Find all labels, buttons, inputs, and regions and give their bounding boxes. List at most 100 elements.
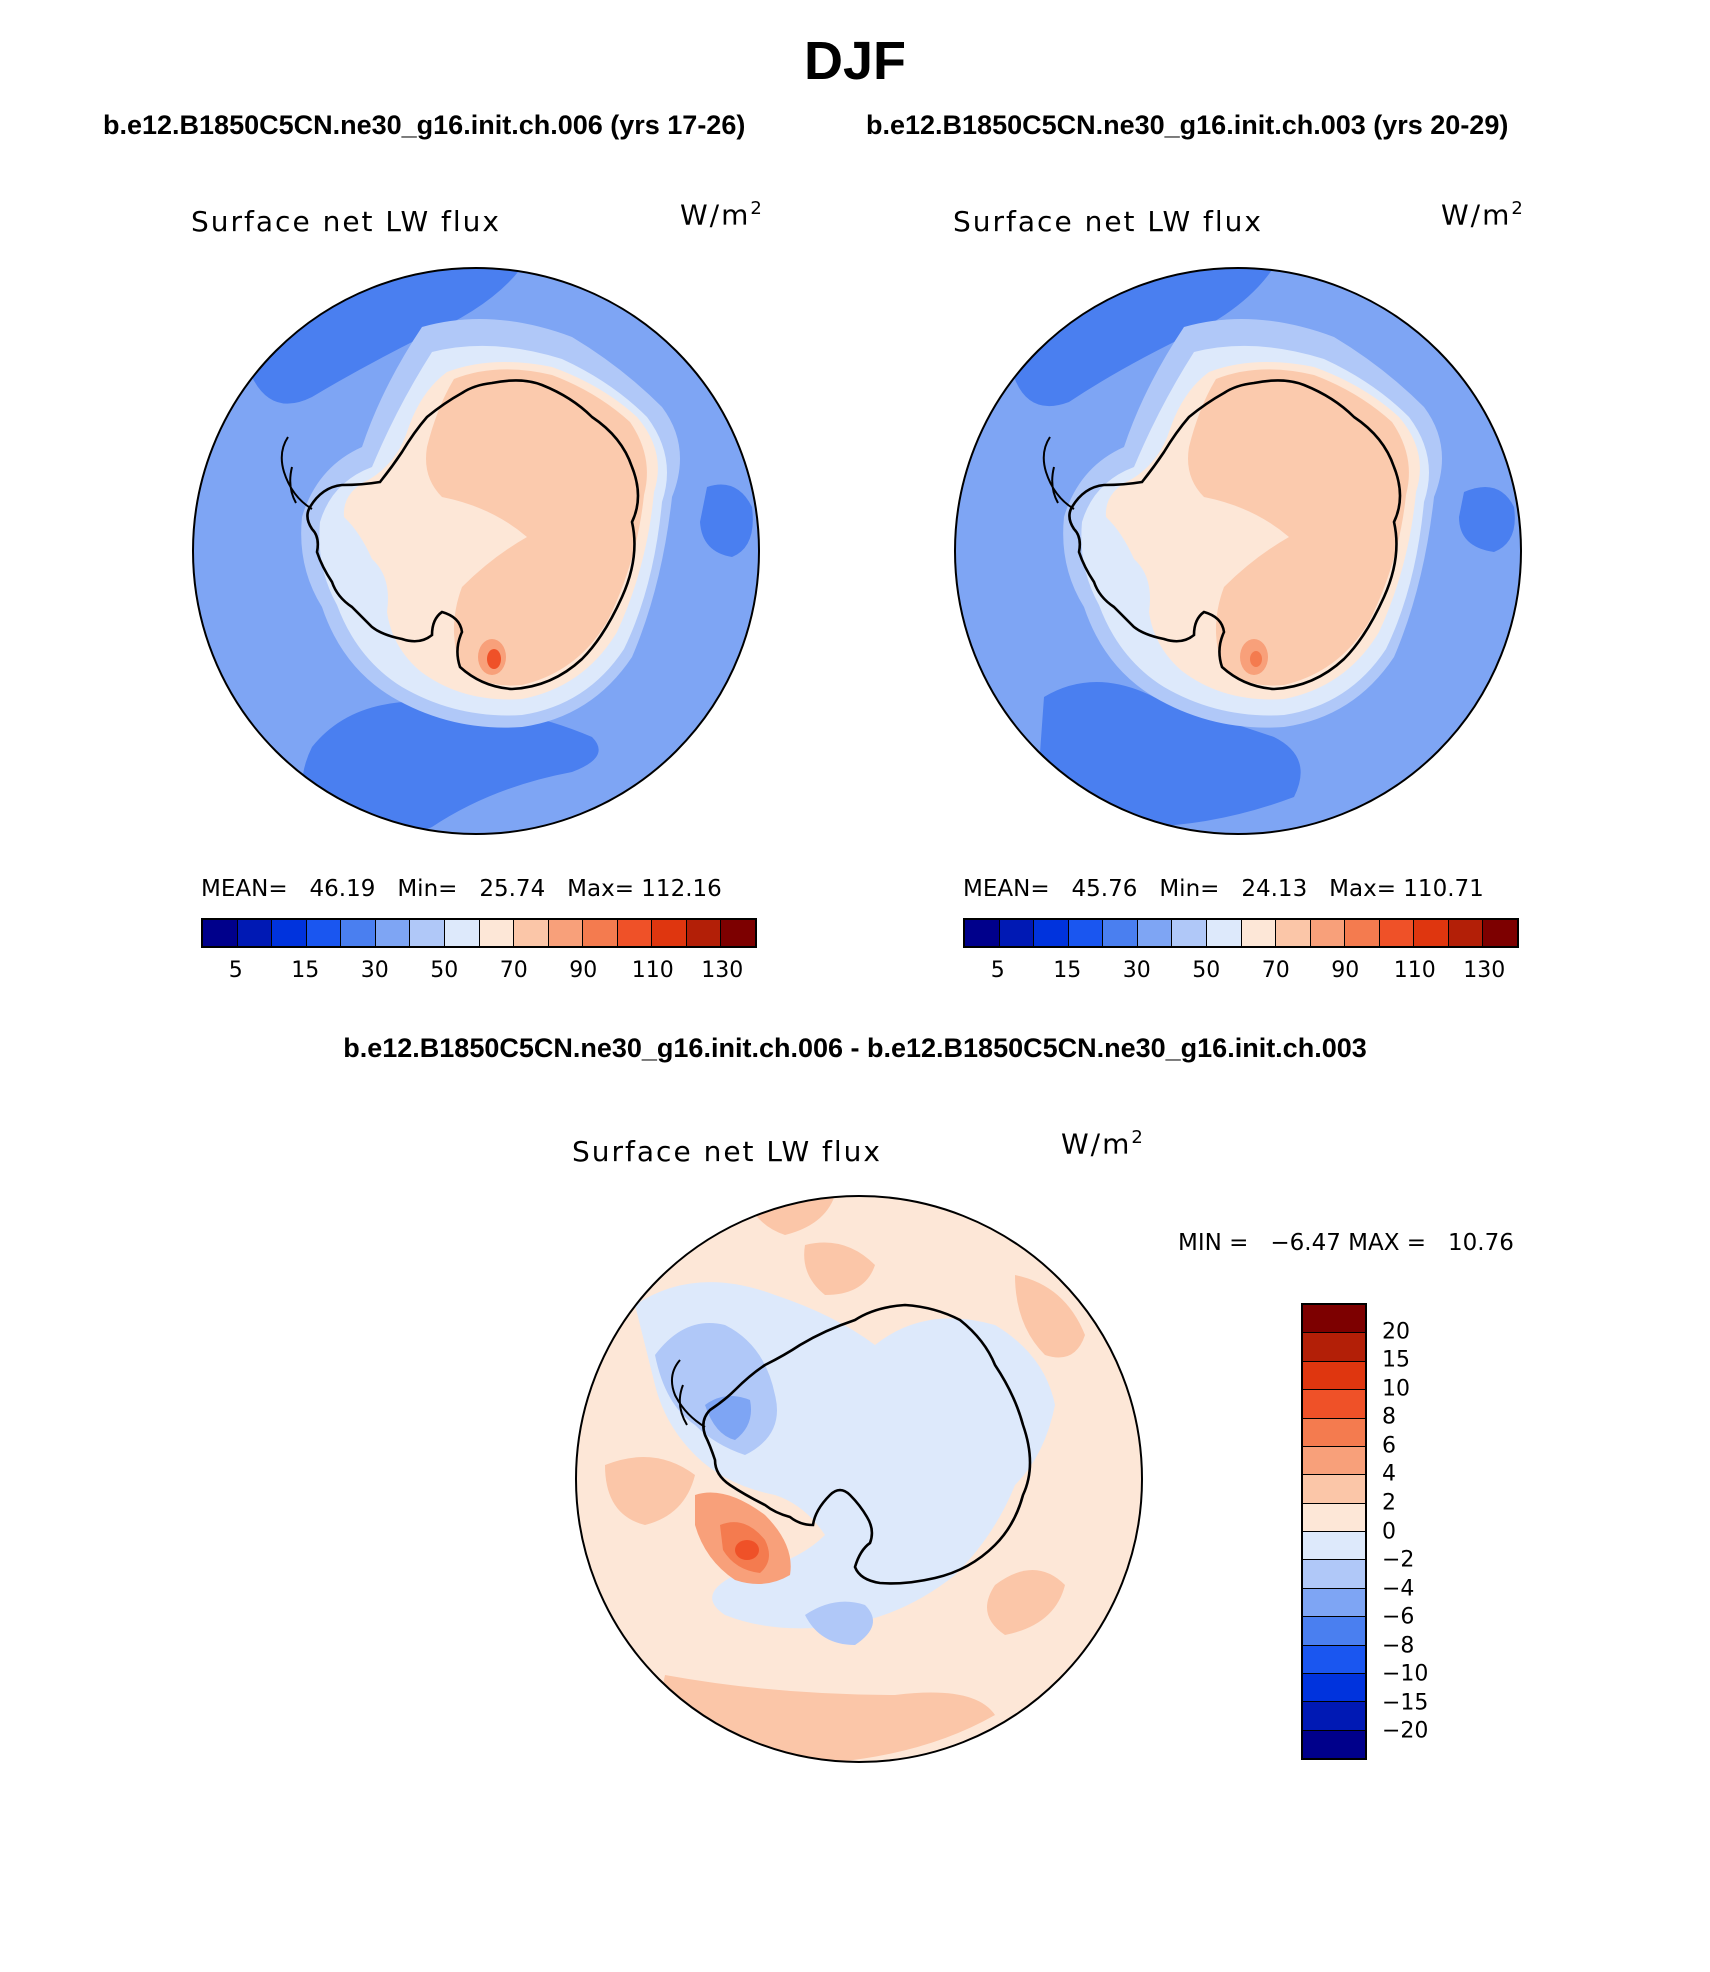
colorbar-tick-label: −2 (1382, 1547, 1415, 1573)
positive-anomaly-region (987, 1570, 1065, 1635)
colorbar-swatch (444, 920, 480, 946)
peninsula-coastline (670, 1359, 706, 1428)
colorbar-tick-label: −10 (1382, 1661, 1429, 1687)
colorbar-swatch (1303, 1418, 1365, 1447)
colorbar-swatch (306, 920, 342, 946)
colorbar-swatch (1303, 1333, 1365, 1362)
colorbar-swatch (341, 920, 376, 946)
colorbar-swatch (1303, 1532, 1365, 1561)
colorbar-swatch (1303, 1361, 1365, 1391)
colorbar-swatch (1303, 1588, 1365, 1618)
ocean-low-region (700, 484, 753, 557)
coastal-maximum (1250, 651, 1262, 667)
difference-title: b.e12.B1850C5CN.ne30_g16.init.ch.006 - b… (343, 1033, 1367, 1063)
colorbar-swatch (1310, 920, 1346, 946)
colorbar-tick-label: 110 (1393, 958, 1436, 983)
colorbar-swatch (1379, 920, 1415, 946)
colorbar-swatch (1303, 1617, 1365, 1646)
colorbar-swatch (1303, 1446, 1365, 1476)
positive-anomaly-region (605, 1457, 695, 1525)
antarctica-interior (1188, 369, 1409, 686)
colorbar-swatch (272, 920, 307, 946)
coastal-maximum (487, 649, 501, 669)
colorbar-tick-label: −4 (1382, 1576, 1415, 1602)
colorbar-swatch (1345, 920, 1380, 946)
colorbar-swatch (1172, 920, 1207, 946)
coastline (702, 1303, 1032, 1585)
colorbar-tick-label: −6 (1382, 1604, 1415, 1630)
colorbar-tick-label: 15 (1382, 1347, 1410, 1373)
colorbar-tick-label: −8 (1382, 1633, 1415, 1659)
case-a-title: b.e12.B1850C5CN.ne30_g16.init.ch.006 (yr… (103, 110, 746, 140)
panel-1-stats: MEAN= 46.19 Min= 25.74 Max= 112.16 (201, 876, 722, 902)
panel-3-colorbar (1301, 1303, 1367, 1760)
colorbar-tick-label: 50 (1192, 958, 1221, 983)
colorbar-swatch (1303, 1730, 1365, 1758)
colorbar-tick-label: −20 (1382, 1718, 1429, 1744)
ocean-low-region (302, 701, 599, 834)
colorbar-swatch (1303, 1390, 1365, 1419)
panel-2-map (954, 267, 1522, 835)
panel-3-colorbar-ticks: 20 15 10 8 6 4 2 0 −2 −4 −6 −8 −10 −15 −20 (1382, 1303, 1462, 1760)
colorbar-swatch (1276, 920, 1311, 946)
colorbar-tick-label: 30 (1122, 958, 1151, 983)
panel-3-stats: MIN = −6.47 MAX = 10.76 (1178, 1230, 1514, 1256)
colorbar-swatch (548, 920, 584, 946)
colorbar-tick-label: 70 (1261, 958, 1290, 983)
colorbar-swatch (1303, 1673, 1365, 1703)
colorbar-swatch (410, 920, 445, 946)
colorbar-tick-label: 130 (1463, 958, 1506, 983)
colorbar-swatch (1448, 920, 1484, 946)
colorbar-swatch (1483, 920, 1517, 946)
colorbar-tick-label: 130 (701, 958, 744, 983)
ocean-low-region (1459, 487, 1515, 552)
anomaly-maximum (735, 1540, 759, 1560)
peninsula-coastline (280, 436, 313, 510)
coastline (1068, 379, 1402, 691)
panel-1-colorbar-ticks: 5 15 30 50 70 90 110 130 (201, 958, 757, 988)
colorbar-tick-label: 50 (430, 958, 459, 983)
colorbar-swatch (1303, 1702, 1365, 1731)
panel-3-variable-label: Surface net LW flux (572, 1135, 882, 1168)
colorbar-swatch (1303, 1645, 1365, 1674)
colorbar-swatch (1303, 1560, 1365, 1589)
colorbar-tick-label: −15 (1382, 1690, 1429, 1716)
panel-2-unit-label: W/m2 (1441, 198, 1525, 232)
colorbar-tick-label: 2 (1382, 1490, 1396, 1516)
colorbar-tick-label: 90 (569, 958, 598, 983)
colorbar-swatch (1303, 1475, 1365, 1504)
colorbar-tick-label: 90 (1331, 958, 1360, 983)
colorbar-swatch (1303, 1503, 1365, 1532)
colorbar-swatch (203, 920, 238, 946)
panel-3-unit-label: W/m2 (1061, 1127, 1145, 1161)
colorbar-swatch (1068, 920, 1104, 946)
colorbar-swatch (1241, 920, 1277, 946)
panel-1-map (192, 267, 760, 835)
colorbar-tick-label: 30 (360, 958, 389, 983)
colorbar-swatch (583, 920, 618, 946)
colorbar-tick-label: 4 (1382, 1461, 1396, 1487)
panel-1-colorbar (201, 918, 757, 948)
ocean-low-region (1039, 682, 1301, 827)
figure-title: DJF (803, 31, 906, 91)
colorbar-swatch (999, 920, 1035, 946)
colorbar-tick-label: 20 (1382, 1319, 1410, 1345)
colorbar-swatch (1103, 920, 1138, 946)
colorbar-swatch (1303, 1305, 1365, 1334)
panel-1-unit-label: W/m2 (680, 198, 764, 232)
colorbar-tick-label: 15 (1053, 958, 1082, 983)
colorbar-swatch (375, 920, 411, 946)
positive-anomaly-region (804, 1242, 875, 1295)
colorbar-tick-label: 5 (990, 958, 1005, 983)
colorbar-tick-label: 70 (499, 958, 528, 983)
panel-2-stats: MEAN= 45.76 Min= 24.13 Max= 110.71 (963, 876, 1484, 902)
colorbar-tick-label: 15 (291, 958, 320, 983)
colorbar-swatch (617, 920, 653, 946)
colorbar-swatch (514, 920, 549, 946)
peninsula-coastline (1042, 436, 1075, 510)
panel-2-colorbar (963, 918, 1519, 948)
panel-1-variable-label: Surface net LW flux (191, 205, 501, 238)
negative-anomaly-region (805, 1601, 873, 1645)
case-b-title: b.e12.B1850C5CN.ne30_g16.init.ch.003 (yr… (866, 110, 1509, 140)
colorbar-swatch (686, 920, 722, 946)
